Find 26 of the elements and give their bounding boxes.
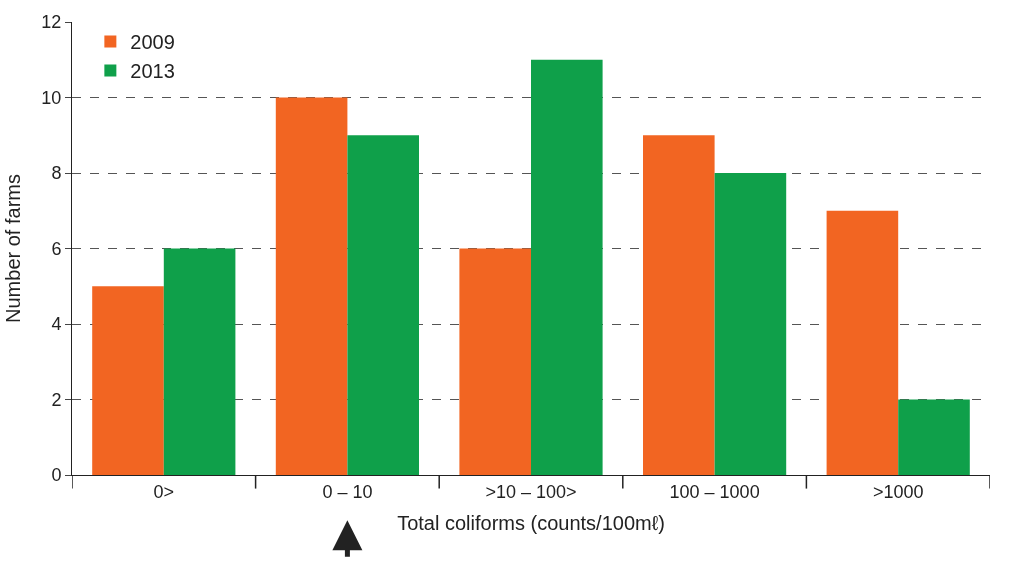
y-tick-label: 0 [51,465,62,486]
y-tick-label: 8 [51,163,62,184]
bar [898,399,970,475]
bar [714,173,787,475]
bar [347,135,419,475]
y-axis-title: Number of farms [1,174,24,323]
x-tick-label: >1000 [872,481,924,502]
bar [826,210,899,475]
y-tick-label: 2 [51,389,62,410]
bar [163,248,236,475]
y-tick-label: 4 [51,314,62,335]
x-tick-label: 100 – 1000 [669,481,760,502]
bar [459,248,531,475]
y-tick-label: 10 [41,87,62,108]
x-tick-label: >10 – 100> [485,481,577,502]
x-tick-label: 0> [153,481,175,502]
y-tick-label: 6 [51,238,62,259]
legend-label: 2009 [130,31,175,54]
bar [531,59,603,475]
x-tick-label: 0 – 10 [322,481,373,502]
bar [275,97,348,475]
x-axis-title: Total coliforms (counts/100mℓ) [397,512,665,535]
bar [92,286,164,475]
y-tick-label: 12 [41,12,62,33]
bar [643,135,715,475]
legend-label: 2013 [130,60,175,83]
